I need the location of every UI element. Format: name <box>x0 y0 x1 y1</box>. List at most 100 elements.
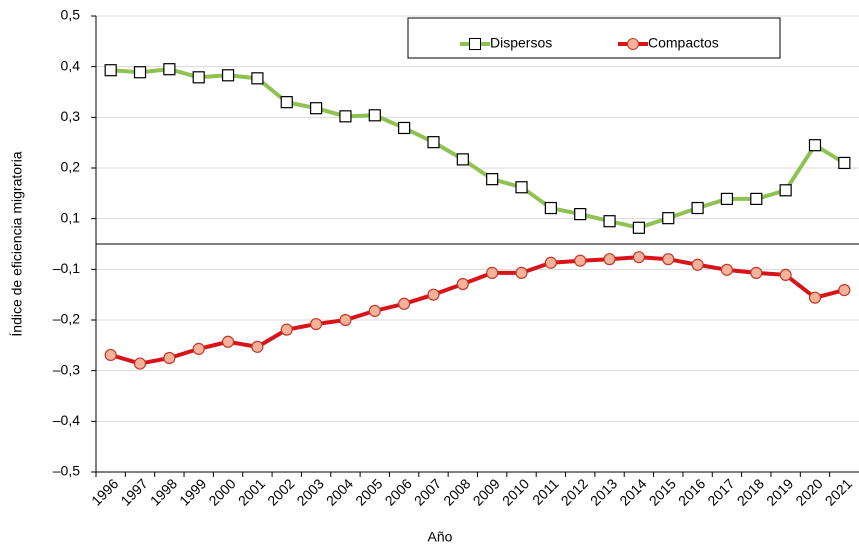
marker <box>486 173 499 186</box>
marker <box>691 201 704 215</box>
marker <box>163 351 176 365</box>
marker <box>808 139 822 152</box>
marker <box>603 253 616 266</box>
marker <box>251 72 264 85</box>
x-tick-label: 2005 <box>352 475 385 508</box>
marker <box>603 215 616 228</box>
marker <box>339 313 352 327</box>
marker <box>456 153 469 166</box>
marker <box>368 109 381 122</box>
marker <box>368 304 381 317</box>
marker <box>632 251 646 264</box>
x-tick-label: 2009 <box>470 475 503 508</box>
marker <box>750 266 763 279</box>
marker <box>398 121 411 135</box>
series-line <box>110 67 846 230</box>
marker <box>339 110 352 123</box>
marker <box>779 268 792 282</box>
x-tick-label: 2012 <box>558 475 591 508</box>
x-tick-label: 2017 <box>704 475 737 508</box>
marker <box>163 63 176 76</box>
x-tick-label: 2021 <box>822 475 855 508</box>
marker <box>574 208 587 221</box>
marker <box>280 96 293 109</box>
marker <box>456 277 469 291</box>
x-tick-label: 2001 <box>235 475 268 508</box>
marker <box>192 342 205 355</box>
marker <box>720 192 734 206</box>
y-tick-label: 0,5 <box>61 7 81 23</box>
marker <box>104 348 117 362</box>
marker <box>427 136 440 149</box>
x-tick-label: 2019 <box>763 475 796 508</box>
x-tick-label: 2006 <box>382 475 415 508</box>
marker <box>808 291 822 304</box>
legend: Dispersos Compactos <box>407 17 781 59</box>
legend-marker <box>469 38 481 50</box>
marker <box>838 156 851 170</box>
x-tick-label: 2015 <box>646 475 679 508</box>
y-axis-title: Índice de eficiencia migratoria <box>9 151 25 336</box>
marker <box>515 181 528 194</box>
marker <box>221 69 235 82</box>
y-tick-label: –0,5 <box>53 463 80 479</box>
y-tick-label: –0,2 <box>53 311 80 327</box>
marker <box>632 221 646 234</box>
y-tick-label: –0,1 <box>53 260 80 276</box>
marker <box>779 184 792 197</box>
marker <box>251 340 264 353</box>
marker <box>486 266 499 279</box>
marker <box>574 254 587 267</box>
x-tick-label: 2007 <box>411 475 444 508</box>
x-tick-label: 2014 <box>616 475 649 508</box>
x-tick-label: 1998 <box>147 475 180 508</box>
y-tick-label: 0,1 <box>61 209 81 225</box>
marker <box>515 266 528 279</box>
x-tick-label: 2004 <box>323 475 356 508</box>
x-tick-label: 1997 <box>117 475 150 508</box>
x-tick-label: 2010 <box>499 475 532 508</box>
marker <box>309 102 323 115</box>
legend-box <box>407 17 781 59</box>
y-tick-label: –0,4 <box>53 412 80 428</box>
x-tick-label: 2000 <box>205 475 238 508</box>
marker <box>133 357 147 370</box>
x-tick-label: 1996 <box>88 475 121 508</box>
x-tick-label: 2011 <box>529 475 562 508</box>
marker <box>104 64 117 77</box>
x-axis-title: Año <box>428 529 453 545</box>
marker <box>662 253 675 266</box>
marker <box>544 256 557 269</box>
y-tick-label: 0,3 <box>61 108 81 124</box>
x-tick-label: 2018 <box>734 475 767 508</box>
marker <box>280 323 293 336</box>
x-tick-label: 2013 <box>587 475 620 508</box>
marker <box>221 335 235 348</box>
x-tick-label: 2020 <box>792 475 825 508</box>
marker <box>691 258 704 271</box>
x-tick-label: 2003 <box>293 475 326 508</box>
marker <box>398 297 411 310</box>
y-tick-label: –0,3 <box>53 361 80 377</box>
x-tick-label: 2008 <box>440 475 473 508</box>
marker <box>427 288 440 301</box>
series-line <box>110 255 845 366</box>
marker <box>838 284 851 297</box>
marker <box>662 212 675 225</box>
marker <box>720 263 734 276</box>
marker <box>544 201 557 215</box>
legend-label: Compactos <box>648 35 719 51</box>
y-tick-label: 0,2 <box>61 159 81 175</box>
y-tick-label: 0,4 <box>61 57 81 73</box>
legend-label: Dispersos <box>490 35 552 51</box>
marker <box>192 71 205 84</box>
x-tick-label: 2016 <box>675 475 708 508</box>
x-tick-label: 1999 <box>176 475 209 508</box>
x-tick-label: 2002 <box>264 475 297 508</box>
marker <box>309 317 323 331</box>
legend-marker <box>627 38 639 50</box>
marker <box>133 66 147 79</box>
marker <box>750 192 763 206</box>
